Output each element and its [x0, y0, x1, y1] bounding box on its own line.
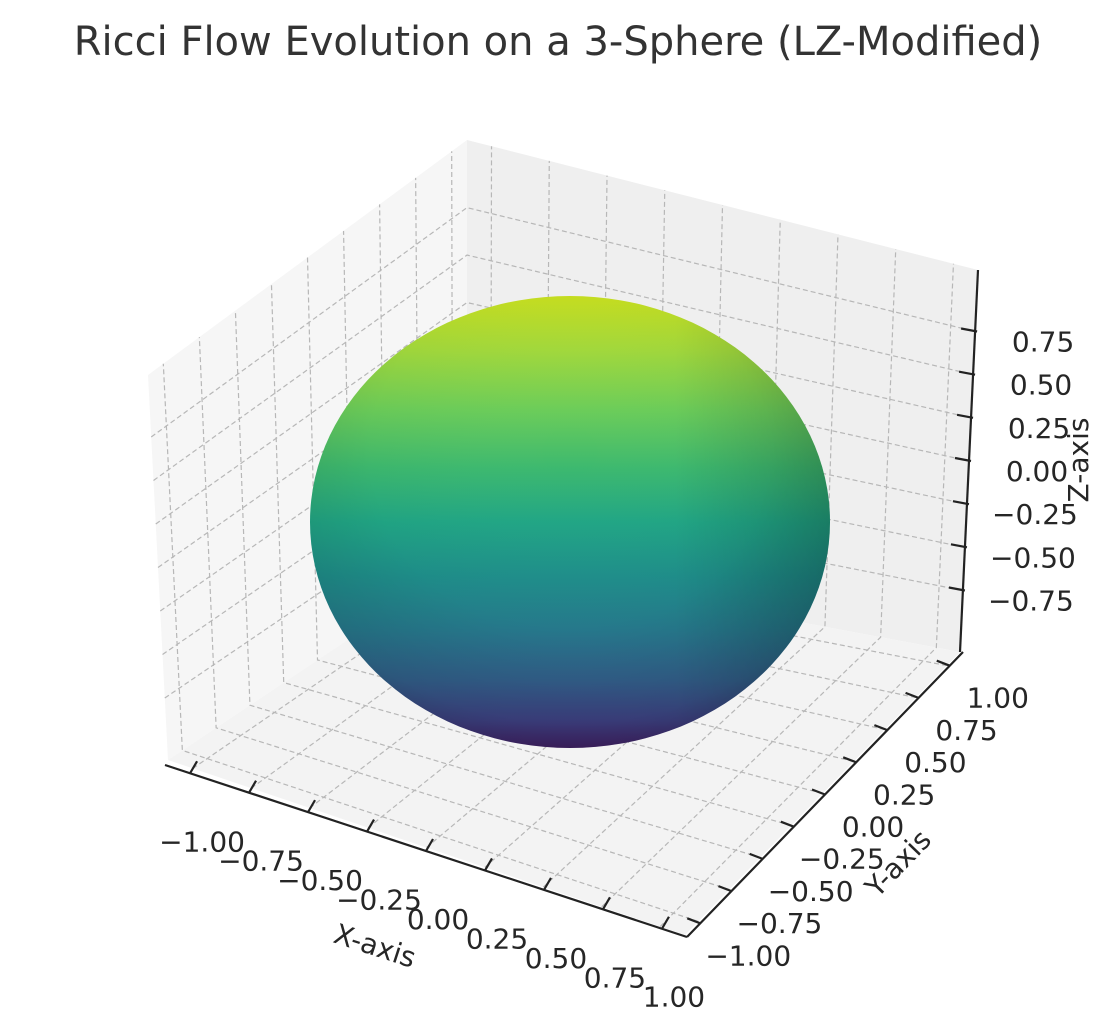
- y-tick-label: −0.25: [799, 843, 885, 876]
- y-tick-label: −1.00: [705, 939, 791, 972]
- y-tick-mark: [936, 659, 951, 667]
- x-tick-label: 0.50: [525, 942, 587, 975]
- y-gridline: [270, 284, 792, 827]
- x-tick-mark: [602, 896, 611, 910]
- z-tick-label: 0.75: [1012, 326, 1074, 359]
- y-tick-mark: [905, 691, 919, 699]
- y-tick-label: 0.25: [873, 778, 935, 811]
- x-tick-label: 0.25: [466, 922, 528, 955]
- z-tick-label: 0.50: [1010, 369, 1072, 402]
- x-tick-mark: [307, 799, 316, 813]
- x-tick-label: −0.50: [277, 864, 363, 897]
- x-tick-mark: [189, 760, 199, 774]
- y-tick-mark: [873, 724, 888, 732]
- y-tick-label: 0.50: [904, 746, 966, 779]
- z-tick-mark: [960, 327, 978, 333]
- y-tick-mark: [811, 788, 826, 796]
- y-ticks: −1.00−0.75−0.50−0.250.000.250.500.751.00: [686, 659, 1029, 972]
- y-gridline: [306, 257, 823, 795]
- y-tick-label: 0.00: [842, 811, 904, 844]
- x-tick-mark: [425, 838, 434, 852]
- z-gridline: [164, 491, 964, 699]
- x-tick-mark: [484, 857, 493, 871]
- z-tick-label: −0.25: [992, 498, 1078, 531]
- z-tick-mark: [954, 456, 972, 463]
- y-tick-mark: [842, 756, 857, 764]
- x-tick-label: −1.00: [159, 825, 245, 858]
- y-tick-mark: [780, 820, 795, 828]
- x-tick-label: −0.25: [336, 884, 422, 917]
- z-tick-label: 0.25: [1008, 412, 1070, 445]
- sphere-side-shading: [310, 296, 830, 748]
- x-tick-mark: [366, 819, 375, 833]
- y-gridline: [234, 310, 761, 859]
- y-tick-label: −0.50: [768, 875, 854, 908]
- z-gridline: [153, 254, 974, 481]
- chart-title: Ricci Flow Evolution on a 3-Sphere (LZ-M…: [74, 19, 1043, 65]
- z-gridline: [150, 206, 976, 438]
- y-tick-label: 1.00: [967, 682, 1029, 715]
- y-tick-mark: [686, 917, 701, 925]
- z-tick-mark: [952, 500, 970, 506]
- x-tick-mark: [660, 916, 670, 930]
- y-gridline: [162, 363, 699, 922]
- x-tick-mark: [543, 877, 552, 891]
- z-tick-mark: [958, 370, 976, 376]
- z-tick-mark: [948, 586, 966, 592]
- sphere-surface: [310, 296, 830, 748]
- z-tick-label: 0.00: [1006, 455, 1068, 488]
- z-tick-mark: [950, 543, 968, 549]
- y-tick-label: −0.75: [737, 907, 823, 940]
- z-axis-label: Z-axis: [1062, 418, 1095, 503]
- z-tick-mark: [956, 413, 974, 419]
- x-tick-label: −0.75: [218, 845, 304, 878]
- y-tick-mark: [749, 852, 764, 860]
- x-gridline: [601, 249, 897, 908]
- x-tick-mark: [248, 780, 257, 794]
- x-tick-label: 1.00: [643, 981, 705, 1014]
- z-ticks: −0.75 −0.50 −0.25 0.00 0.25 0.50 0.75: [948, 326, 1078, 617]
- x-ticks: −1.00−0.75−0.50−0.250.000.250.500.751.00: [159, 760, 705, 1014]
- x-tick-label: 0.75: [584, 961, 646, 994]
- y-tick-label: 0.75: [935, 714, 997, 747]
- x-tick-label: 0.00: [407, 903, 469, 936]
- z-tick-label: −0.50: [990, 541, 1076, 574]
- x-gridline: [659, 263, 955, 928]
- y-tick-mark: [718, 885, 732, 893]
- y-gridline: [198, 337, 730, 891]
- z-tick-label: −0.75: [988, 584, 1074, 617]
